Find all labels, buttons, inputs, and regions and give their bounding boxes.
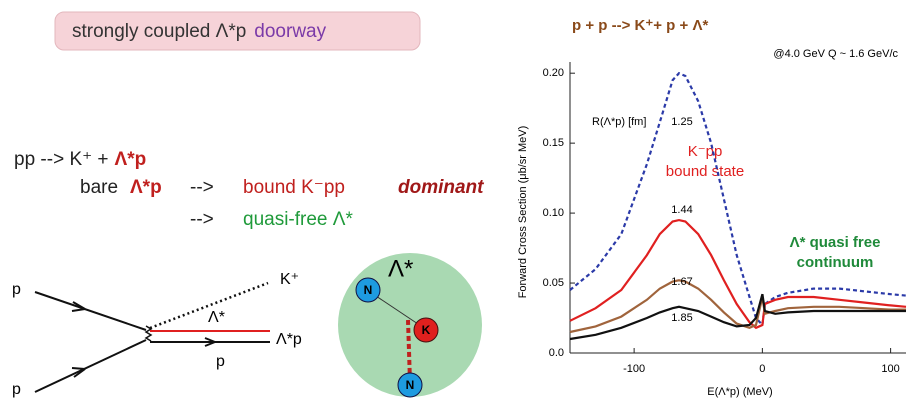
annotation: K⁻pp: [688, 143, 723, 160]
diagram-label: Λ*: [208, 309, 225, 326]
y-tick-label: 0.0: [549, 347, 564, 359]
reaction-product: Λ*p: [115, 149, 147, 170]
feynman-diagram: [35, 283, 270, 392]
header-main: strongly coupled Λ*p: [72, 21, 246, 42]
y-tick-label: 0.05: [543, 277, 564, 289]
x-tick-label: -100: [623, 363, 645, 375]
chart-subtitle: @4.0 GeV Q ~ 1.6 GeV/c: [773, 48, 898, 60]
diagram-label: p: [12, 281, 21, 298]
diagram-label: K⁺: [280, 271, 299, 288]
y-tick-label: 0.20: [543, 67, 564, 79]
series-label: 1.85: [671, 312, 692, 324]
nucleon: N: [406, 378, 415, 392]
kaon: K: [422, 323, 431, 337]
x-tick-label: 0: [759, 363, 765, 375]
arrow: -->: [190, 177, 214, 198]
annotation: bound state: [666, 163, 744, 180]
header: strongly coupled Λ*p doorway: [72, 21, 327, 42]
bare-state: Λ*p: [130, 177, 162, 198]
y-tick-label: 0.10: [543, 207, 564, 219]
header-highlight: doorway: [254, 21, 326, 42]
slide: strongly coupled Λ*p doorway pp --> K⁺ + Λ…: [0, 0, 911, 403]
annotation: continuum: [797, 254, 874, 271]
free-channel: quasi-free Λ*: [243, 209, 353, 230]
annotation: Λ* quasi free: [790, 234, 881, 251]
dominant-note: dominant: [398, 177, 484, 198]
reaction-1: pp --> K⁺ + Λ*p: [14, 149, 146, 170]
series-line: [570, 73, 906, 325]
series-label: 1.67: [671, 276, 692, 288]
annotation: R(Λ*p) [fm]: [592, 116, 646, 128]
x-axis-label: E(Λ*p) (MeV): [707, 386, 772, 398]
x-tick-label: 100: [881, 363, 899, 375]
y-tick-label: 0.15: [543, 137, 564, 149]
nucleon: N: [364, 283, 373, 297]
diagram-label: p: [12, 381, 21, 398]
series-label: 1.25: [671, 116, 692, 128]
arrow: -->: [190, 209, 214, 230]
y-axis-label: Forward Cross Section (μb/sr MeV): [517, 126, 529, 299]
bound-channel: bound K⁻pp: [243, 177, 345, 198]
diagram-label: p: [216, 353, 225, 370]
series-label: 1.44: [671, 204, 692, 216]
lambda: Λ*: [388, 255, 413, 282]
diagram-label: Λ*p: [276, 331, 302, 348]
bare-label: bare: [80, 177, 118, 198]
chart-title: p + p --> K⁺+ p + Λ*: [572, 17, 708, 34]
reaction-text: pp --> K⁺ +: [14, 149, 109, 170]
